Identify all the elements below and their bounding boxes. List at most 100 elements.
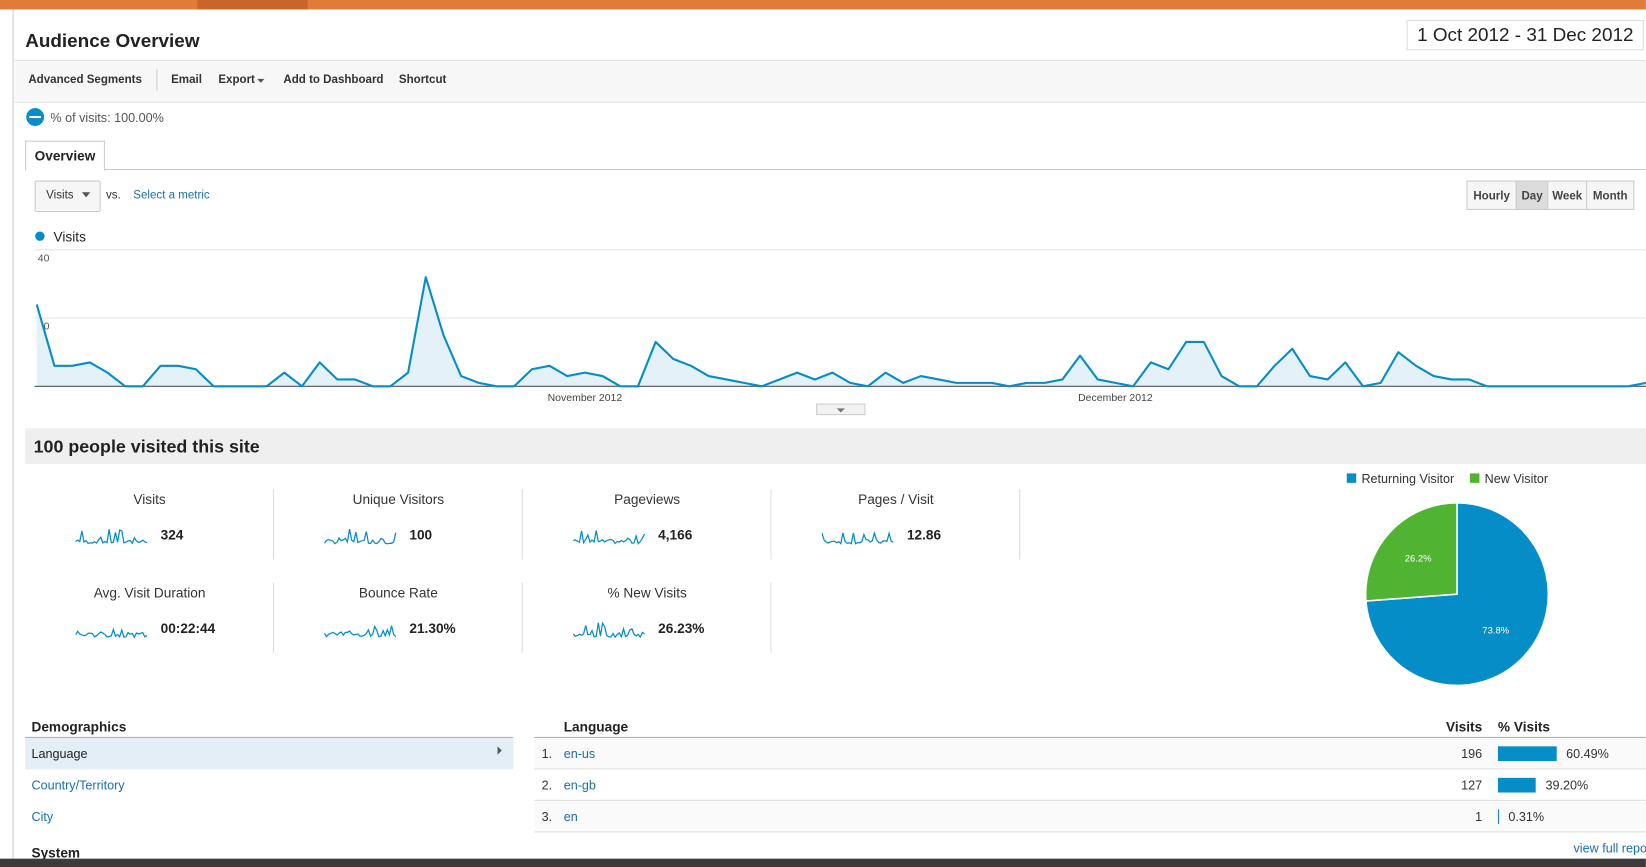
metric-value: 12.86 xyxy=(906,526,942,543)
table-row xyxy=(534,769,1646,801)
granularity-button[interactable]: Week xyxy=(1547,180,1588,210)
granularity-button[interactable]: Hourly xyxy=(1466,180,1517,210)
tab[interactable]: Overview xyxy=(25,140,105,172)
metric-label: Visits xyxy=(133,491,166,508)
pie-chart: 73.8% Returning Visitor 26.2% New Visitor xyxy=(1346,472,1550,687)
metric-label: Unique Visitors xyxy=(352,491,445,508)
sparkline xyxy=(573,621,645,639)
metric-cell xyxy=(274,489,523,560)
metric-label: Pageviews xyxy=(614,491,681,508)
divider xyxy=(25,736,514,738)
metric-cell xyxy=(523,582,772,653)
rank: 1. xyxy=(541,746,553,762)
visits: 127 xyxy=(1461,777,1483,793)
table-row xyxy=(534,737,1646,770)
metric-value: 21.30% xyxy=(409,620,456,637)
sparkline-path xyxy=(324,529,397,545)
sparkline-path xyxy=(573,530,646,545)
vs-label: vs. xyxy=(106,188,121,202)
tab-line xyxy=(25,169,1646,171)
table-rule xyxy=(534,736,1646,738)
taskbar xyxy=(0,858,1646,867)
percent-bar xyxy=(1497,777,1537,793)
percent-label: 39.20% xyxy=(1545,777,1589,793)
metric-label: Visits xyxy=(46,188,74,202)
toolbar-button[interactable]: Advanced Segments xyxy=(28,73,142,87)
metric-value: 324 xyxy=(160,526,184,543)
language-link[interactable]: en-us xyxy=(563,746,596,762)
legend-swatch xyxy=(1346,473,1357,483)
summary-title: 100 people visited this site xyxy=(33,436,260,457)
toolbar-button[interactable]: Shortcut xyxy=(398,73,447,87)
toolbar-button[interactable]: Add to Dashboard xyxy=(283,73,384,87)
toolbar-button[interactable]: Export xyxy=(218,73,255,87)
demographics-item[interactable]: Language xyxy=(31,746,88,762)
sparkline-path xyxy=(573,621,645,639)
browser-bar xyxy=(0,0,1646,10)
metric-label: % New Visits xyxy=(607,584,687,601)
metric-label: Bounce Rate xyxy=(358,584,438,601)
pie-slice xyxy=(1364,502,1458,602)
table-row xyxy=(534,800,1646,833)
export-caret xyxy=(257,78,265,83)
toolbar-separator xyxy=(156,69,158,91)
granularity-button[interactable]: Month xyxy=(1586,180,1635,210)
language-link[interactable]: en-gb xyxy=(563,777,596,793)
segment-label: % of visits: 100.00% xyxy=(50,110,164,125)
area xyxy=(36,277,1646,387)
sparkline xyxy=(75,627,148,639)
segment-icon xyxy=(26,108,45,126)
line xyxy=(35,276,1646,388)
sparkline xyxy=(75,529,148,545)
y-tick-label: 40 xyxy=(38,253,50,264)
sparkline xyxy=(821,530,894,545)
legend-label: New Visitor xyxy=(1485,472,1548,486)
language-link[interactable]: en xyxy=(563,809,578,825)
metric-dropdown[interactable] xyxy=(34,180,101,213)
dropdown-caret xyxy=(81,192,91,198)
demographics-item[interactable]: Country/Territory xyxy=(31,777,125,793)
metric-value: 4,166 xyxy=(658,526,693,543)
metric-cell xyxy=(523,489,772,560)
rank: 3. xyxy=(541,809,553,825)
metric-cell xyxy=(25,489,274,560)
percent-label: 0.31% xyxy=(1508,809,1545,825)
percent-bar xyxy=(1497,746,1557,762)
x-tick-label: November 2012 xyxy=(548,393,623,404)
select-metric-link[interactable]: Select a metric xyxy=(133,188,210,202)
browser-tab xyxy=(197,0,308,10)
summary-bar xyxy=(25,428,1646,464)
metric-cell xyxy=(274,582,523,653)
sparkline xyxy=(324,624,397,638)
date-range[interactable]: 1 Oct 2012 - 31 Dec 2012 xyxy=(1406,19,1644,51)
sparkline-path xyxy=(75,529,148,545)
metric-value: 00:22:44 xyxy=(160,620,216,637)
toolbar-button[interactable]: Email xyxy=(171,73,202,87)
x-tick-label: December 2012 xyxy=(1078,393,1153,404)
metric-cell xyxy=(25,582,274,653)
visits: 196 xyxy=(1461,746,1483,762)
sparkline xyxy=(573,530,646,545)
pie-label: 73.8% xyxy=(1482,625,1509,636)
rank: 2. xyxy=(541,777,553,793)
demographics-title: Demographics xyxy=(31,719,127,735)
page-title: Audience Overview xyxy=(25,30,200,52)
legend-swatch xyxy=(1469,473,1480,483)
sparkline xyxy=(324,529,397,545)
metric-value: 26.23% xyxy=(658,620,705,637)
granularity-button[interactable]: Day xyxy=(1515,180,1549,210)
percent-bar xyxy=(1497,809,1499,825)
demographics-item[interactable]: City xyxy=(31,809,54,825)
system-title: System xyxy=(31,845,81,861)
metric-label: Pages / Visit xyxy=(858,491,934,508)
expander-caret xyxy=(836,408,846,413)
view-full-report[interactable]: view full repo xyxy=(1573,840,1646,856)
selected-row xyxy=(25,737,514,770)
legend-label: Visits xyxy=(53,228,86,245)
table-header: Visits xyxy=(1446,719,1483,735)
metric-value: 100 xyxy=(409,526,433,543)
row-arrow xyxy=(497,746,502,755)
